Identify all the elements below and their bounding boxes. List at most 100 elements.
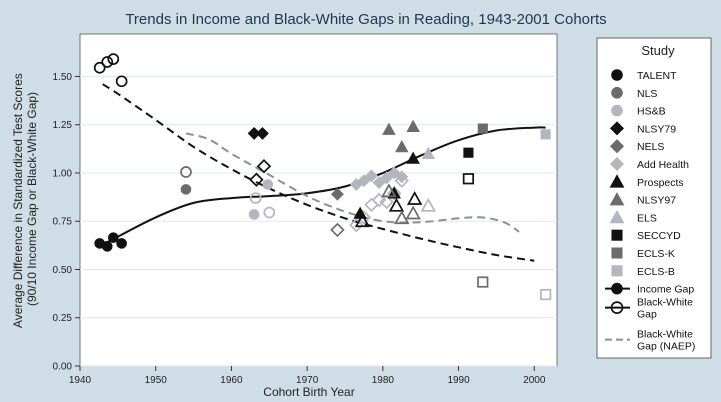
point-income-talent	[101, 241, 113, 252]
legend-label: ELS	[637, 212, 657, 224]
point-income-nlsy97	[395, 140, 409, 153]
legend-marker	[611, 87, 623, 99]
y-tick-label: 0.75	[53, 217, 73, 228]
legend-label-line: Gap (NAEP)	[637, 341, 695, 353]
legend-marker	[611, 69, 623, 81]
point-income-nels	[331, 187, 344, 201]
point-bw-talent	[101, 56, 114, 68]
y-axis-title-line-2: (90/10 Income Gap or Black-White Gap)	[25, 92, 39, 306]
point-income-hs-b	[262, 179, 274, 190]
y-tick-label: 0.50	[53, 265, 73, 276]
legend-label: NLSY97	[637, 195, 676, 207]
legend-marker	[609, 139, 625, 154]
grid-lines	[80, 75, 557, 367]
legend-marker	[611, 282, 623, 295]
point-bw-nlsy97	[405, 205, 421, 220]
point-bw-nlsy79	[256, 159, 272, 174]
y-tick-label: 0.25	[53, 313, 73, 324]
point-bw-talent	[93, 61, 106, 74]
y-axis-title: Average Difference in Standardized Test …	[11, 70, 39, 328]
y-tick-label: 0.00	[53, 362, 73, 373]
point-bw-nlsy97	[394, 210, 410, 225]
y-tick-label: 1.50	[53, 72, 73, 83]
legend-marker	[610, 301, 624, 314]
point-income-prospects	[353, 206, 367, 219]
point-bw-nlsy97	[381, 183, 397, 198]
legend-marker	[611, 247, 623, 259]
legend-title: Study	[641, 43, 675, 58]
point-bw-hs-b	[263, 206, 276, 219]
legend-label: ECLS-B	[637, 266, 675, 278]
axes: 0.00 0.25 0.50 0.75 1.00 1.25 1.50 1940 1950 1960…	[53, 72, 546, 386]
legend-label: TALENT	[637, 70, 677, 82]
x-tick-label: 1950	[145, 375, 168, 386]
point-bw-ecls-b	[540, 288, 552, 301]
legend-marker	[609, 174, 625, 188]
legend-label-line: Gap	[637, 309, 657, 321]
legend-marker	[611, 104, 623, 117]
legend-label: ECLS-K	[637, 248, 675, 260]
point-bw-prospects	[406, 191, 423, 205]
point-income-seccyd	[463, 147, 474, 158]
y-tick-label: 1.25	[53, 120, 73, 131]
point-bw-add-health	[371, 192, 387, 208]
legend-marker	[611, 229, 623, 241]
legend-marker	[611, 265, 623, 277]
legend-label: NELS	[637, 141, 664, 153]
legend-label: NLS	[637, 88, 657, 100]
point-bw-add-health	[349, 217, 364, 233]
point-bw-talent	[107, 53, 120, 65]
legend-label: NLSY79	[637, 123, 676, 135]
point-bw-prospects	[388, 197, 405, 212]
point-income-nlsy97	[406, 119, 420, 132]
point-income-els	[421, 146, 436, 159]
legend-label: SECCYD	[637, 230, 681, 242]
point-bw-nlsy79	[249, 172, 264, 187]
point-income-ecls-b	[540, 129, 551, 140]
point-bw-nls	[180, 166, 192, 178]
point-income-hs-b	[248, 209, 260, 220]
x-axis-title: Cohort Birth Year	[263, 385, 354, 399]
point-bw-ecls-k	[477, 276, 489, 288]
point-income-talent	[108, 232, 119, 243]
legend: Study TALENT NLS HS&B NLSY79 NELS Add Health P…	[596, 37, 712, 359]
legend-label: Black-White Gap (NAEP)	[637, 329, 695, 353]
legend-label: Add Health	[637, 159, 689, 171]
y-tick-label: 1.00	[53, 168, 73, 179]
legend-marker	[609, 209, 625, 224]
point-income-add-health	[365, 169, 378, 183]
point-income-prospects	[406, 151, 420, 164]
legend-label: Income Gap	[637, 284, 694, 296]
point-bw-talent	[115, 75, 128, 88]
x-tick-label: 1940	[69, 375, 92, 386]
y-axis-title-line-1: Average Difference in Standardized Test …	[11, 73, 25, 328]
point-income-nls	[180, 184, 192, 195]
x-tick-label: 1980	[372, 375, 395, 386]
point-income-nlsy97	[382, 122, 396, 135]
x-tick-label: 1990	[447, 375, 470, 386]
legend-marker	[609, 121, 625, 136]
legend-label: Prospects	[637, 177, 684, 189]
series-line-income-gap	[99, 126, 546, 248]
chart-title: Trends in Income and Black-White Gaps in…	[125, 11, 606, 28]
legend-label: HS&B	[637, 106, 666, 118]
legend-marker	[609, 156, 625, 172]
plot-area	[79, 33, 558, 367]
point-income-nlsy79	[256, 126, 269, 140]
legend-label-line: Black-White	[637, 329, 693, 341]
point-bw-seccyd	[462, 173, 475, 185]
point-income-add-health	[395, 170, 409, 184]
point-bw-add-health	[387, 186, 402, 201]
point-bw-prospects	[354, 213, 371, 228]
x-tick-label: 1960	[220, 375, 243, 386]
legend-marker	[609, 192, 625, 206]
point-income-prospects	[387, 186, 401, 199]
legend-label: Black-White Gap	[637, 297, 693, 321]
series-line-black-white-gap	[102, 83, 535, 262]
x-tick-label: 2000	[523, 375, 546, 386]
legend-label-line: Black-White	[637, 297, 693, 309]
point-bw-nels	[330, 222, 345, 238]
data-points	[93, 53, 552, 301]
point-bw-add-health	[379, 194, 394, 210]
